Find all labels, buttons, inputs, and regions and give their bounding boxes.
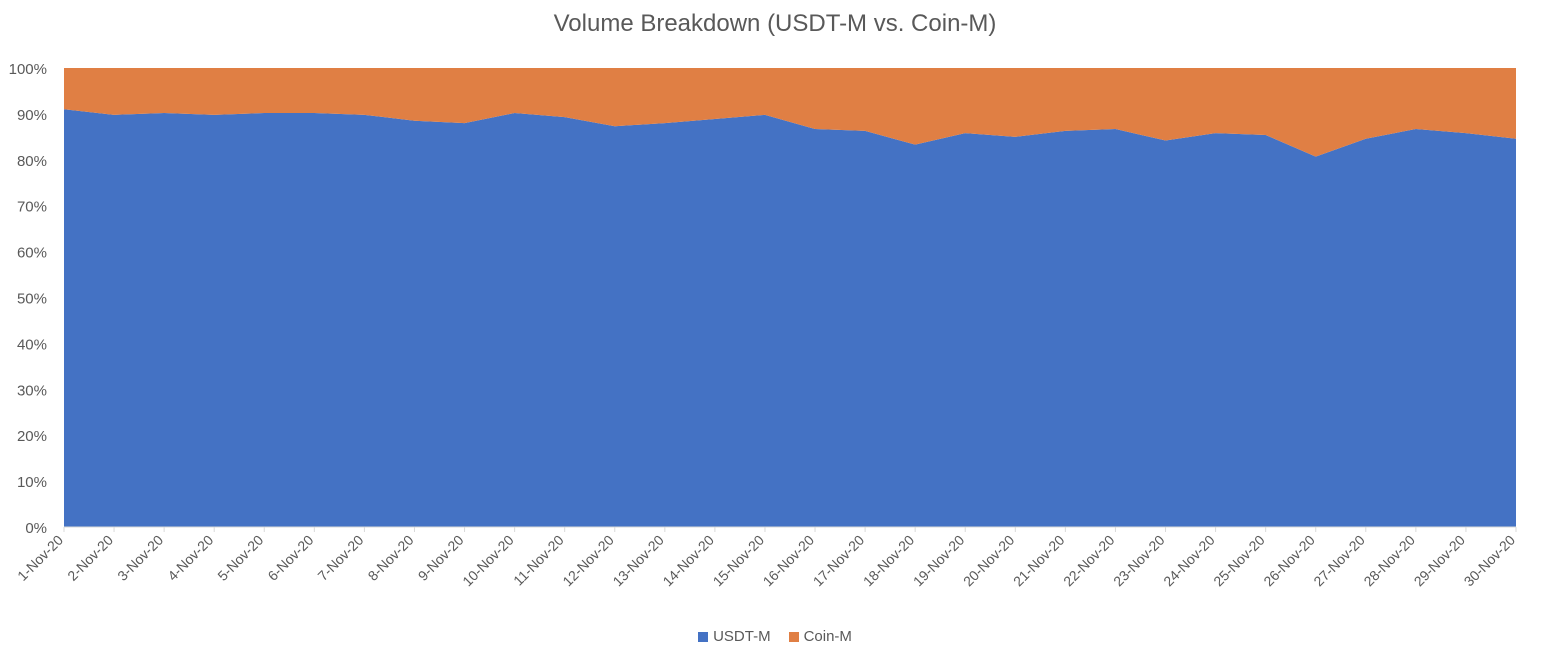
x-tick-label: 25-Nov-20 [1210, 532, 1268, 590]
legend-label-coin-m: Coin-M [803, 628, 852, 645]
x-tick-label: 23-Nov-20 [1110, 532, 1168, 590]
x-tick-label: 10-Nov-20 [459, 532, 517, 590]
x-tick-label: 16-Nov-20 [760, 532, 818, 590]
x-tick-label: 30-Nov-20 [1461, 532, 1519, 590]
chart-title: Volume Breakdown (USDT-M vs. Coin-M) [553, 10, 997, 37]
legend-item-usdt-m: USDT-M [698, 628, 771, 645]
x-tick-label: 8-Nov-20 [365, 532, 417, 584]
legend-swatch-usdt-m [698, 631, 709, 642]
x-tick-label: 22-Nov-20 [1060, 532, 1118, 590]
legend: USDT-M Coin-M [0, 628, 1550, 645]
x-tick-label: 24-Nov-20 [1160, 532, 1218, 590]
legend-label-usdt-m: USDT-M [713, 628, 771, 645]
x-tick-label: 14-Nov-20 [659, 532, 717, 590]
x-tick-label: 27-Nov-20 [1310, 532, 1368, 590]
area-series-coin-m [64, 68, 1516, 157]
x-tick-label: 17-Nov-20 [810, 532, 868, 590]
x-tick-label: 3-Nov-20 [114, 532, 166, 584]
x-tick-label: 29-Nov-20 [1411, 532, 1469, 590]
x-tick-label: 6-Nov-20 [264, 532, 316, 584]
x-tick-label: 21-Nov-20 [1010, 532, 1068, 590]
x-tick-label: 20-Nov-20 [960, 532, 1018, 590]
x-tick-label: 5-Nov-20 [214, 532, 266, 584]
y-tick-label: 90% [17, 107, 47, 124]
y-tick-label: 10% [17, 474, 47, 491]
x-tick-label: 2-Nov-20 [64, 532, 116, 584]
y-tick-label: 80% [17, 153, 47, 170]
x-tick-label: 4-Nov-20 [164, 532, 216, 584]
x-tick-label: 7-Nov-20 [314, 532, 366, 584]
x-tick-label: 26-Nov-20 [1260, 532, 1318, 590]
x-tick-label: 15-Nov-20 [710, 532, 768, 590]
x-tick-label: 19-Nov-20 [910, 532, 968, 590]
area-series-usdt-m [64, 109, 1516, 527]
legend-item-coin-m: Coin-M [788, 628, 852, 645]
x-tick-label: 12-Nov-20 [559, 532, 617, 590]
x-tick-label: 28-Nov-20 [1360, 532, 1418, 590]
y-tick-label: 0% [25, 520, 47, 537]
x-tick-label: 13-Nov-20 [609, 532, 667, 590]
x-tick-label: 9-Nov-20 [415, 532, 467, 584]
y-tick-label: 100% [9, 61, 47, 78]
legend-swatch-coin-m [788, 631, 799, 642]
y-tick-label: 30% [17, 382, 47, 399]
x-tick-label: 18-Nov-20 [860, 532, 918, 590]
y-tick-label: 50% [17, 291, 47, 308]
y-tick-label: 70% [17, 199, 47, 216]
x-tick-label: 11-Nov-20 [510, 532, 567, 589]
y-tick-label: 20% [17, 428, 47, 445]
y-tick-label: 40% [17, 336, 47, 353]
y-tick-label: 60% [17, 245, 47, 262]
x-tick-label: 1-Nov-20 [14, 532, 66, 584]
